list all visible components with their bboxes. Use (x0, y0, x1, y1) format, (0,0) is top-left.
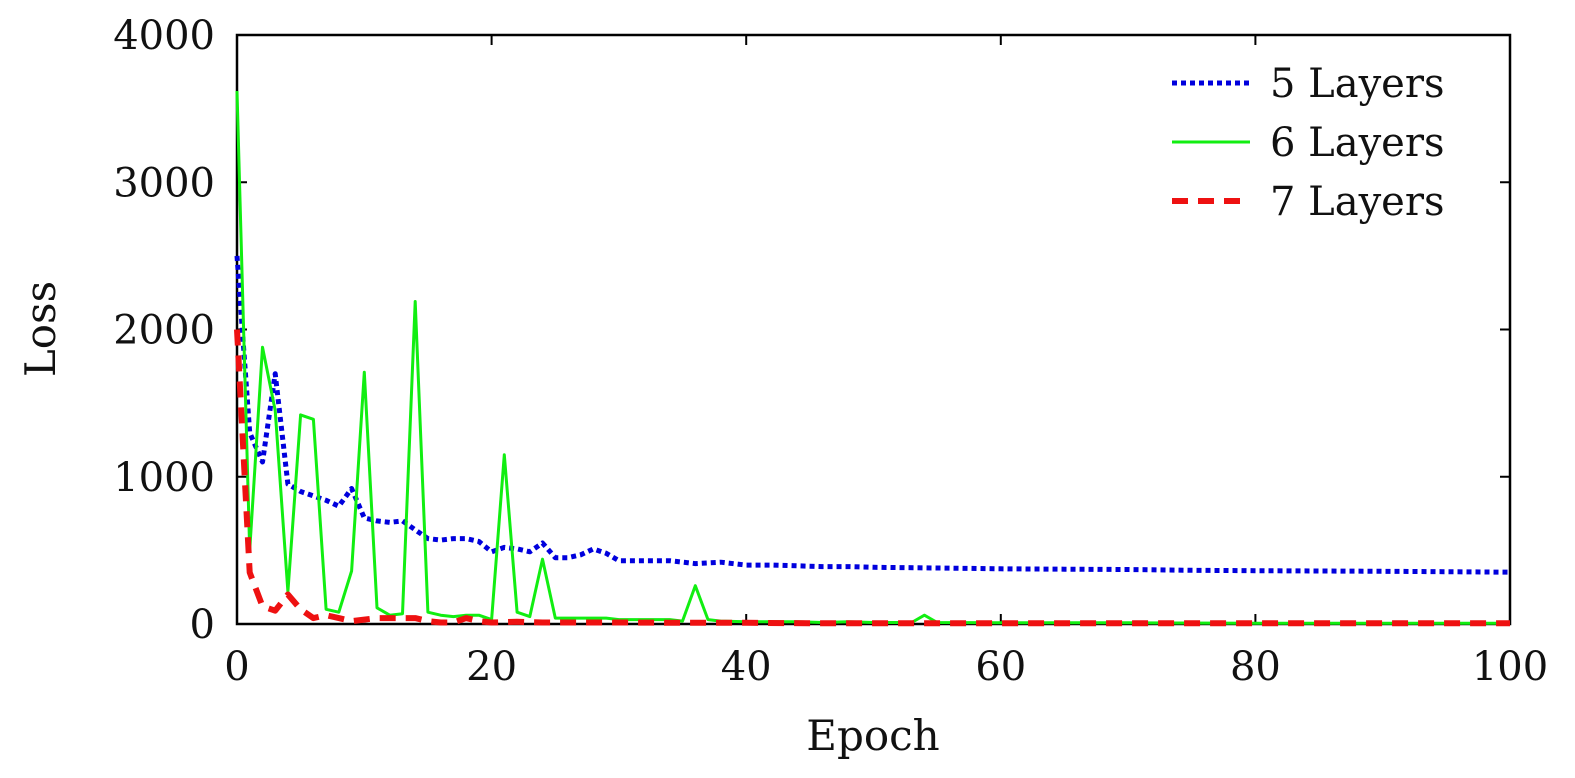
series-line-3 (234, 329, 1510, 627)
x-tick-label: 0 (224, 644, 249, 690)
legend-label-3: 7 Layers (1270, 179, 1445, 225)
x-axis-title: Epoch (806, 711, 939, 760)
x-tick-label: 20 (466, 644, 517, 690)
x-tick-label: 80 (1230, 644, 1281, 690)
legend: 5 Layers 6 Layers 7 Layers (1172, 61, 1445, 225)
y-axis-title: Loss (16, 281, 65, 377)
series-layer (234, 90, 1511, 627)
y-tick-label: 0 (190, 602, 215, 648)
y-tick-label: 3000 (113, 160, 215, 206)
y-tick-label: 1000 (113, 455, 215, 501)
legend-label-1: 5 Layers (1270, 61, 1445, 107)
x-tick-label: 40 (721, 644, 772, 690)
x-tick-label: 100 (1472, 644, 1548, 690)
y-tick-label: 4000 (113, 13, 215, 59)
series-line-2 (235, 90, 1510, 625)
x-tick-label: 60 (975, 644, 1026, 690)
series-line-1 (234, 255, 1511, 575)
y-tick-label: 2000 (113, 308, 215, 354)
legend-label-2: 6 Layers (1270, 120, 1445, 166)
